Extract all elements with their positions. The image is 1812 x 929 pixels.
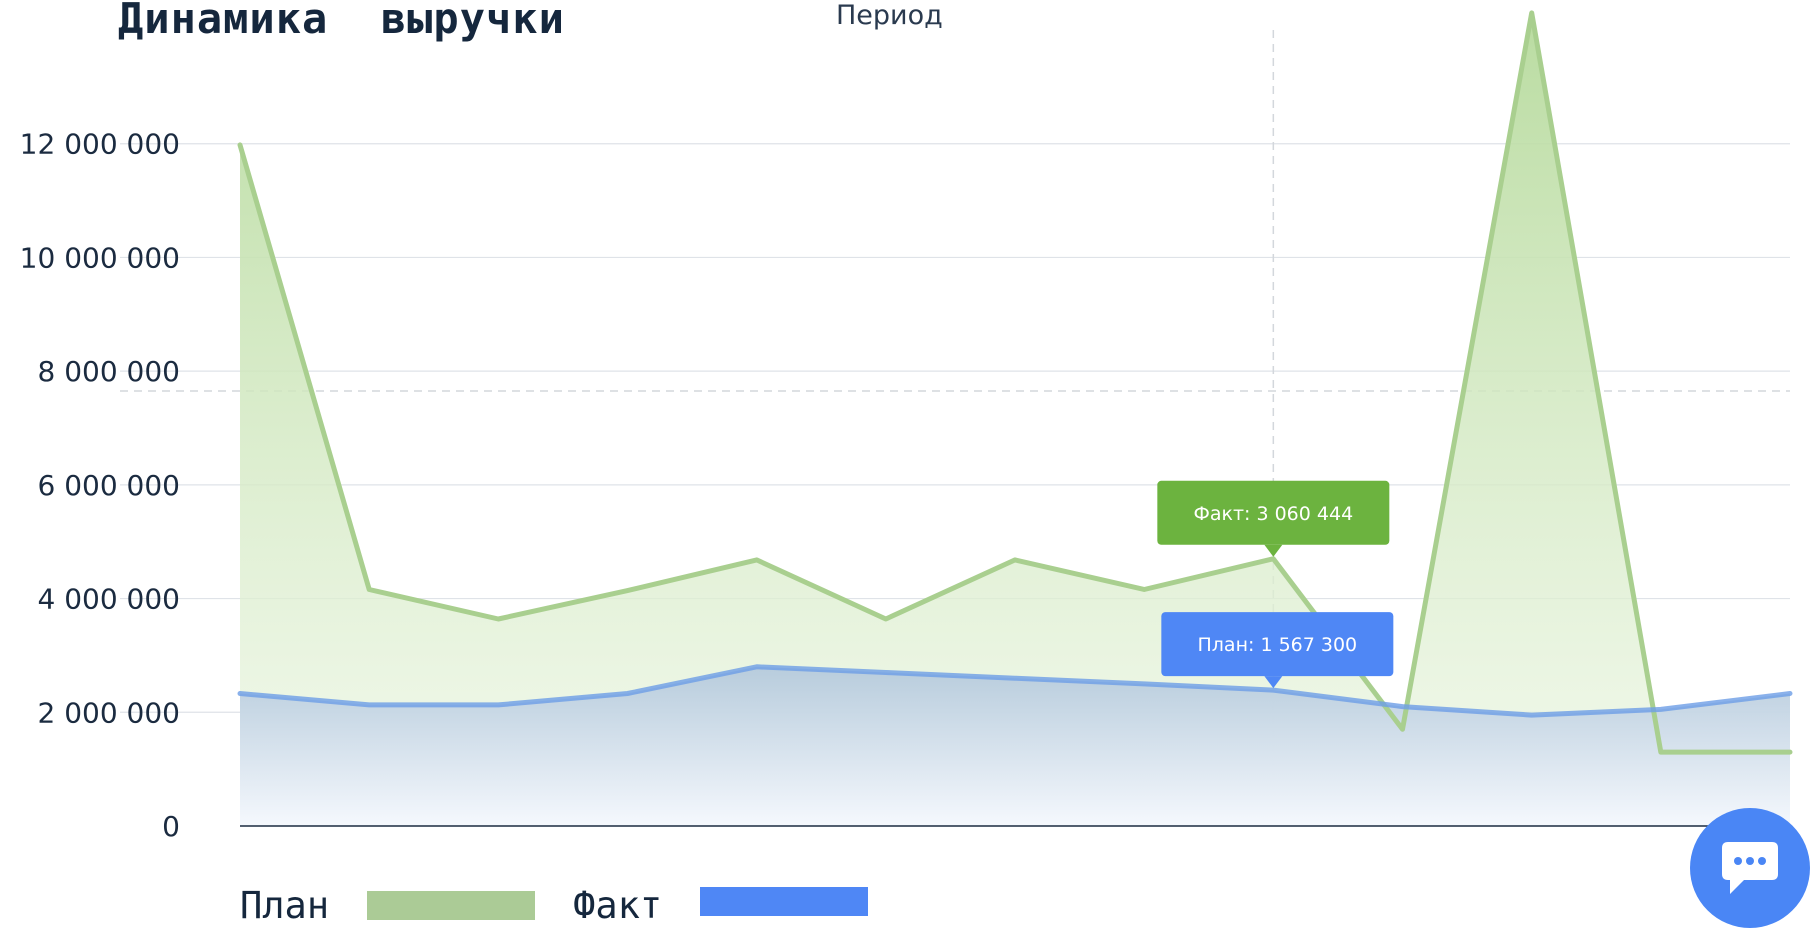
legend-label-plan: План [240,883,330,927]
chat-bubble-icon [1722,842,1778,894]
legend-item-plan[interactable]: План [240,883,536,927]
legend: План Факт [240,878,906,929]
series-line-plan [237,10,1793,755]
tooltip-1: План: 1 567 300 [1161,612,1394,689]
tooltip-box-0 [1157,480,1390,545]
legend-item-fact[interactable]: Факт [573,883,869,927]
chart-title: Динамика выручки [118,0,565,43]
legend-swatch-fact [700,886,869,916]
y-tick-label-3: 6 000 000 [37,469,180,502]
y-axis-ticks: 0 2 000 000 4 000 000 6 000 000 8 000 000 10 … [20,128,180,843]
x-axis-label: Период [836,0,943,31]
y-tick-label-2: 4 000 000 [37,583,180,616]
series-area-plan [240,12,1790,826]
tooltip-pointer-0 [1264,544,1283,557]
y-tick-label-4: 8 000 000 [37,355,180,388]
tooltip-box-1 [1161,612,1394,677]
series-line-fact [237,664,1793,718]
chat-button[interactable] [1690,808,1810,928]
tooltip-label-0: Факт: 3 060 444 [1193,503,1353,525]
tooltip-label-1: План: 1 567 300 [1198,634,1358,656]
y-tick-label-6: 12 000 000 [20,128,180,161]
y-tick-label-5: 10 000 000 [20,241,180,274]
tooltip-pointer-1 [1264,676,1283,689]
legend-swatch-plan [367,890,536,920]
y-tick-label-1: 2 000 000 [37,696,180,729]
y-tick-label-0: 0 [162,810,180,843]
legend-label-fact: Факт [573,883,663,927]
tooltips: Факт: 3 060 444 План: 1 567 300 [1157,480,1394,689]
series-areas [237,10,1793,827]
tooltip-0: Факт: 3 060 444 [1157,480,1390,557]
